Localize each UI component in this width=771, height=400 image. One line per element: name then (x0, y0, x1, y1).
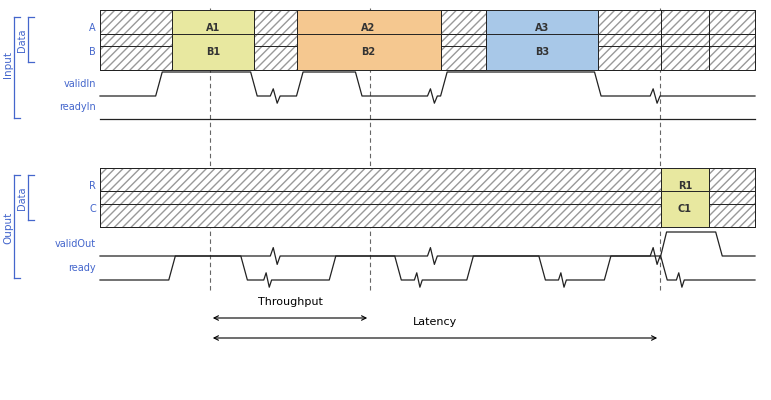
Bar (440, 10, 487, 46)
Bar (661, 34, 709, 70)
Bar (100, 168, 661, 204)
Text: A3: A3 (535, 23, 549, 33)
Bar (254, 34, 297, 70)
Bar (661, 10, 709, 46)
Bar (709, 168, 755, 204)
Bar (172, 10, 254, 46)
Bar (100, 10, 172, 46)
Bar (709, 168, 755, 204)
Bar (709, 191, 755, 227)
Bar (598, 10, 661, 46)
Text: C1: C1 (678, 204, 692, 214)
Bar (709, 10, 755, 46)
Text: Input: Input (3, 52, 13, 78)
Text: validIn: validIn (63, 79, 96, 89)
Bar (297, 34, 440, 70)
Bar (709, 34, 755, 70)
Bar (100, 191, 661, 227)
Bar (100, 191, 661, 227)
Bar (661, 168, 709, 204)
Text: Throughput: Throughput (258, 297, 322, 307)
Text: A: A (89, 23, 96, 33)
Bar (100, 34, 172, 70)
Bar (709, 34, 755, 70)
Text: ready: ready (69, 263, 96, 273)
Bar (598, 34, 661, 70)
Text: Latency: Latency (413, 317, 457, 327)
Text: A2: A2 (362, 23, 375, 33)
Bar (598, 34, 661, 70)
Bar (100, 10, 172, 46)
Text: readyIn: readyIn (59, 102, 96, 112)
Bar (100, 10, 172, 46)
Bar (440, 34, 487, 70)
Bar (709, 191, 755, 227)
Bar (440, 10, 487, 46)
Bar (440, 10, 487, 46)
Bar (440, 34, 487, 70)
Text: B: B (89, 47, 96, 57)
Text: validOut: validOut (55, 239, 96, 249)
Bar (254, 10, 297, 46)
Text: Data: Data (17, 28, 27, 52)
Text: B2: B2 (362, 47, 375, 57)
Bar (100, 168, 661, 204)
Bar (709, 168, 755, 204)
Bar (661, 34, 709, 70)
Bar (100, 191, 661, 227)
Bar (440, 34, 487, 70)
Bar (254, 34, 297, 70)
Bar (709, 10, 755, 46)
Bar (709, 34, 755, 70)
Bar (661, 10, 709, 46)
Bar (709, 10, 755, 46)
Text: A1: A1 (206, 23, 220, 33)
Bar (661, 10, 709, 46)
Bar (487, 10, 598, 46)
Bar (709, 191, 755, 227)
Bar (598, 10, 661, 46)
Bar (598, 10, 661, 46)
Bar (254, 10, 297, 46)
Text: Data: Data (17, 186, 27, 210)
Bar (254, 10, 297, 46)
Bar (172, 34, 254, 70)
Text: B1: B1 (206, 47, 220, 57)
Bar (100, 168, 661, 204)
Text: C: C (89, 204, 96, 214)
Text: R1: R1 (678, 181, 692, 191)
Bar (487, 34, 598, 70)
Text: Ouput: Ouput (3, 212, 13, 244)
Bar (661, 191, 709, 227)
Text: R: R (89, 181, 96, 191)
Text: B3: B3 (535, 47, 549, 57)
Bar (661, 34, 709, 70)
Bar (100, 34, 172, 70)
Bar (598, 34, 661, 70)
Bar (100, 34, 172, 70)
Bar (297, 10, 440, 46)
Bar (254, 34, 297, 70)
